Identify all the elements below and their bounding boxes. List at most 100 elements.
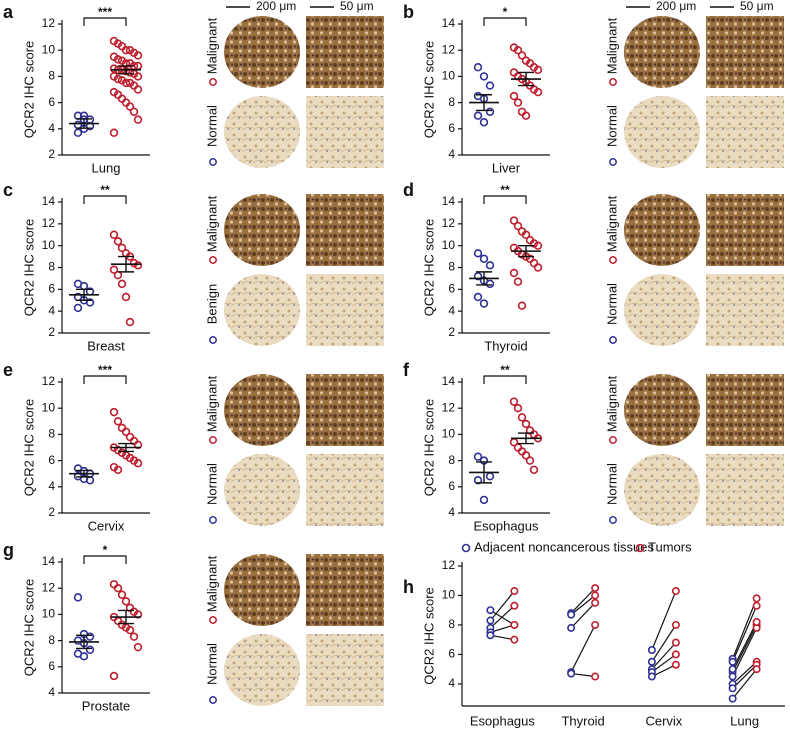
pair-line (732, 627, 758, 677)
data-point (510, 620, 519, 629)
pair-line (490, 609, 515, 626)
data-point (473, 476, 483, 485)
y-tick-label: 10 (42, 400, 56, 414)
legend-label: Normal (204, 643, 219, 685)
legend-marker (609, 436, 617, 444)
data-point (485, 472, 495, 481)
scale-bar-label: 200 μm (256, 0, 296, 13)
data-point (486, 631, 495, 640)
y-axis-label: QCR2 IHC score (421, 587, 436, 685)
data-point (513, 221, 523, 231)
data-point (510, 587, 519, 596)
data-point (728, 665, 737, 674)
significance-bracket (83, 17, 127, 26)
y-tick-label: 6 (48, 95, 55, 109)
tissue-core-image (224, 374, 300, 446)
data-point (117, 279, 127, 289)
pair-line (490, 634, 515, 641)
y-tick-label: 10 (442, 69, 456, 83)
tissue-zoom-image (706, 194, 784, 266)
data-point (533, 263, 543, 272)
tissue-zoom-image (306, 634, 384, 706)
y-axis-label: QCR2 IHC score (21, 41, 36, 139)
y-tick-label: 6 (448, 647, 455, 661)
pair-line (732, 605, 758, 663)
y-tick-label: 6 (448, 121, 455, 135)
data-point (647, 672, 656, 681)
data-point (513, 45, 523, 55)
data-point (513, 404, 523, 413)
legend-marker (609, 256, 617, 264)
data-point (485, 107, 495, 116)
legend-label: Normal (604, 463, 619, 505)
tissue-zoom-image (306, 374, 384, 446)
legend-marker (609, 516, 617, 524)
data-point (728, 657, 737, 666)
data-point (513, 98, 523, 107)
data-point (529, 258, 539, 268)
data-point (486, 606, 495, 615)
pair-line (732, 661, 758, 685)
tissue-zoom-image (706, 374, 784, 446)
y-tick-label: 2 (48, 325, 55, 339)
data-point (509, 68, 519, 77)
tissue-core-image (224, 96, 300, 168)
legend-label: Benign (204, 284, 219, 324)
y-tick-label: 4 (48, 121, 55, 135)
data-point (473, 452, 483, 461)
error-bar (518, 71, 534, 87)
x-tick-label: Lung (730, 713, 759, 728)
y-tick-label: 8 (48, 260, 55, 274)
data-point (591, 598, 600, 607)
y-tick-label: 4 (448, 303, 455, 317)
tissue-zoom-image (706, 454, 784, 526)
y-tick-label: 10 (442, 238, 456, 252)
data-point (486, 616, 495, 625)
tissue-core-image (224, 454, 300, 526)
data-point (509, 397, 519, 406)
data-point (510, 601, 519, 610)
significance-bracket (483, 375, 527, 384)
legend-label: Malignant (204, 555, 219, 612)
pair-line (489, 590, 515, 621)
data-point (109, 128, 119, 137)
data-point (479, 495, 489, 505)
legend-marker (209, 696, 217, 704)
data-point (129, 107, 139, 116)
legend-marker (209, 616, 217, 624)
y-axis-label: QCR2 IHC score (21, 579, 36, 677)
data-point (517, 447, 527, 456)
error-bar (476, 271, 492, 286)
data-point (533, 87, 543, 97)
data-point (73, 128, 83, 137)
significance: ** (500, 183, 510, 197)
y-tick-label: 4 (48, 479, 55, 493)
data-point (533, 65, 543, 75)
pair-line (570, 624, 596, 673)
data-point (647, 657, 656, 666)
data-point (125, 432, 135, 442)
data-point (517, 413, 527, 422)
data-point (121, 292, 131, 302)
data-point (479, 254, 489, 263)
y-tick-label: 12 (42, 374, 56, 388)
data-point (85, 632, 95, 641)
data-point (109, 64, 119, 73)
pair-line (570, 587, 596, 614)
data-point (591, 591, 600, 600)
legend-marker (209, 336, 217, 344)
data-point (121, 427, 131, 436)
legend-marker (609, 78, 617, 86)
data-point (125, 317, 135, 327)
data-point (117, 423, 127, 433)
data-point (85, 645, 95, 654)
data-point (133, 261, 143, 270)
data-point (479, 118, 489, 127)
significance: * (103, 543, 108, 557)
pair-line (651, 590, 677, 651)
tissue-core-image (624, 194, 700, 266)
significance-bracket (483, 195, 527, 204)
legend-marker (209, 436, 217, 444)
data-point (591, 584, 600, 593)
